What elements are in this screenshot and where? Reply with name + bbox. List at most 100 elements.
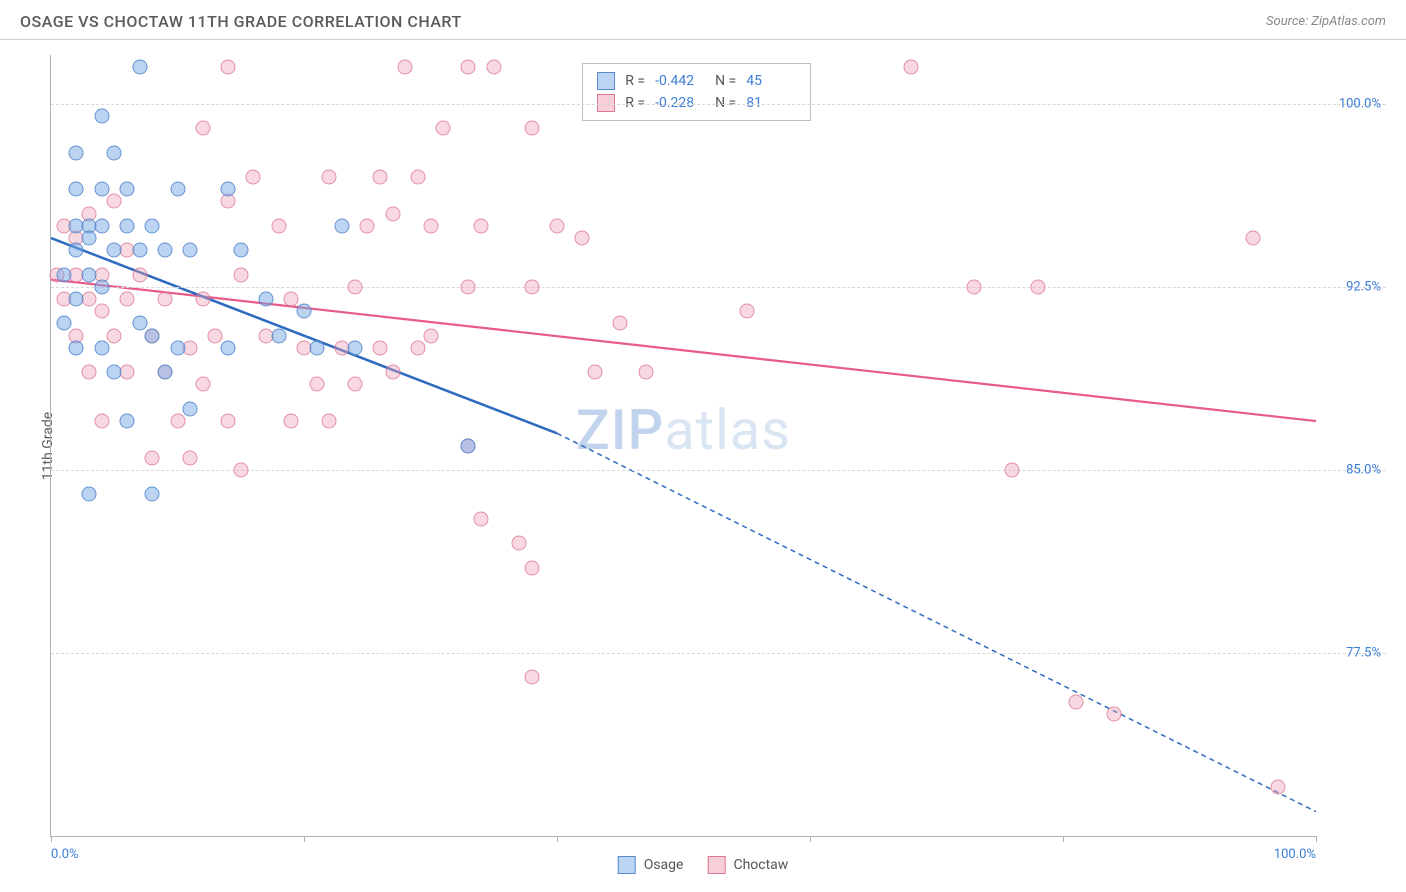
choctaw-point [967, 279, 982, 294]
osage-point [132, 243, 147, 258]
osage-point [183, 243, 198, 258]
regression-lines [51, 55, 1316, 836]
choctaw-point [284, 414, 299, 429]
osage-swatch-icon [618, 856, 636, 874]
y-tick-label: 85.0% [1346, 462, 1381, 477]
osage-point [81, 487, 96, 502]
choctaw-point [132, 267, 147, 282]
osage-point [132, 316, 147, 331]
x-tick [1316, 836, 1317, 842]
choctaw-point [461, 279, 476, 294]
regression-line [51, 280, 1316, 422]
osage-point [69, 243, 84, 258]
choctaw-point [410, 170, 425, 185]
osage-point [170, 340, 185, 355]
osage-point [107, 145, 122, 160]
osage-point [221, 182, 236, 197]
choctaw-point [550, 218, 565, 233]
x-tick [557, 836, 558, 842]
osage-point [69, 145, 84, 160]
osage-point [132, 60, 147, 75]
series-legend: Osage Choctaw [618, 856, 789, 874]
gridline [51, 470, 1386, 471]
osage-point [145, 328, 160, 343]
choctaw-point [107, 328, 122, 343]
choctaw-point [1030, 279, 1045, 294]
osage-point [69, 292, 84, 307]
choctaw-point [739, 304, 754, 319]
osage-point [145, 487, 160, 502]
choctaw-point [284, 292, 299, 307]
choctaw-point [119, 292, 134, 307]
osage-point [334, 218, 349, 233]
choctaw-point [524, 560, 539, 575]
choctaw-point [1106, 706, 1121, 721]
legend-item-choctaw: Choctaw [707, 856, 788, 874]
x-tick-label: 100.0% [1274, 847, 1316, 862]
chart-area: ZIPatlas R = -0.442 N = 45 R = -0.228 N … [50, 55, 1386, 837]
y-tick-label: 92.5% [1346, 279, 1381, 294]
choctaw-point [81, 365, 96, 380]
osage-point [94, 218, 109, 233]
watermark: ZIPatlas [576, 397, 791, 463]
osage-point [69, 182, 84, 197]
x-tick-label: 0.0% [51, 847, 79, 862]
choctaw-point [94, 414, 109, 429]
choctaw-point [372, 170, 387, 185]
choctaw-point [512, 536, 527, 551]
source-attribution: Source: ZipAtlas.com [1266, 14, 1386, 29]
choctaw-point [208, 328, 223, 343]
osage-point [119, 218, 134, 233]
osage-point [347, 340, 362, 355]
choctaw-point [322, 170, 337, 185]
osage-point [461, 438, 476, 453]
choctaw-point [195, 377, 210, 392]
osage-point [259, 292, 274, 307]
osage-point [309, 340, 324, 355]
choctaw-point [183, 450, 198, 465]
osage-point [157, 365, 172, 380]
choctaw-point [410, 340, 425, 355]
osage-point [69, 340, 84, 355]
osage-point [56, 267, 71, 282]
choctaw-point [1068, 694, 1083, 709]
osage-point [221, 340, 236, 355]
osage-point [233, 243, 248, 258]
stats-row-osage: R = -0.442 N = 45 [597, 70, 796, 92]
choctaw-point [195, 121, 210, 136]
choctaw-point [221, 60, 236, 75]
choctaw-point [1271, 780, 1286, 795]
choctaw-point [524, 121, 539, 136]
x-tick [1063, 836, 1064, 842]
choctaw-point [233, 462, 248, 477]
choctaw-point [221, 414, 236, 429]
choctaw-point [145, 450, 160, 465]
choctaw-point [195, 292, 210, 307]
chart-title: OSAGE VS CHOCTAW 11TH GRADE CORRELATION … [20, 12, 462, 31]
choctaw-point [461, 60, 476, 75]
chart-header: OSAGE VS CHOCTAW 11TH GRADE CORRELATION … [0, 0, 1406, 40]
choctaw-point [575, 231, 590, 246]
choctaw-point [372, 340, 387, 355]
osage-point [81, 231, 96, 246]
x-tick [51, 836, 52, 842]
choctaw-point [613, 316, 628, 331]
choctaw-point [385, 365, 400, 380]
choctaw-point [587, 365, 602, 380]
y-tick-label: 77.5% [1346, 645, 1381, 660]
choctaw-point [436, 121, 451, 136]
osage-point [157, 243, 172, 258]
osage-point [94, 109, 109, 124]
osage-swatch-icon [597, 72, 615, 90]
osage-point [94, 182, 109, 197]
scatter-plot: ZIPatlas R = -0.442 N = 45 R = -0.228 N … [50, 55, 1316, 837]
osage-point [297, 304, 312, 319]
choctaw-point [170, 414, 185, 429]
choctaw-point [423, 328, 438, 343]
osage-point [119, 182, 134, 197]
osage-point [107, 243, 122, 258]
choctaw-point [246, 170, 261, 185]
choctaw-point [347, 279, 362, 294]
choctaw-point [904, 60, 919, 75]
legend-item-osage: Osage [618, 856, 684, 874]
